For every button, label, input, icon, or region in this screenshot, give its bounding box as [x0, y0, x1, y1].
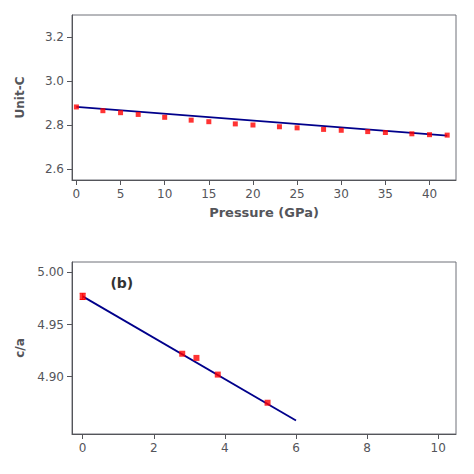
svg-text:2.6: 2.6: [45, 162, 64, 176]
svg-text:0: 0: [79, 441, 87, 455]
svg-text:25: 25: [289, 187, 304, 201]
svg-text:Pressure (GPa): Pressure (GPa): [209, 205, 319, 220]
svg-text:2.8: 2.8: [45, 118, 64, 132]
svg-text:8: 8: [363, 441, 371, 455]
svg-text:3.0: 3.0: [45, 74, 64, 88]
svg-text:0: 0: [73, 187, 81, 201]
svg-text:2: 2: [150, 441, 158, 455]
svg-text:5.00: 5.00: [37, 265, 64, 279]
svg-text:10: 10: [157, 187, 172, 201]
svg-text:4.95: 4.95: [37, 318, 64, 332]
svg-text:4: 4: [221, 441, 229, 455]
svg-text:c/a: c/a: [13, 338, 27, 358]
svg-text:35: 35: [378, 187, 393, 201]
svg-text:15: 15: [201, 187, 216, 201]
svg-text:20: 20: [245, 187, 260, 201]
svg-text:5: 5: [117, 187, 125, 201]
svg-text:3.2: 3.2: [45, 30, 64, 44]
svg-text:30: 30: [334, 187, 349, 201]
svg-text:40: 40: [422, 187, 437, 201]
svg-text:10: 10: [431, 441, 446, 455]
svg-text:Unit-C: Unit-C: [13, 76, 27, 118]
svg-text:4.90: 4.90: [37, 370, 64, 384]
svg-text:(b): (b): [110, 275, 133, 291]
svg-text:6: 6: [292, 441, 300, 455]
